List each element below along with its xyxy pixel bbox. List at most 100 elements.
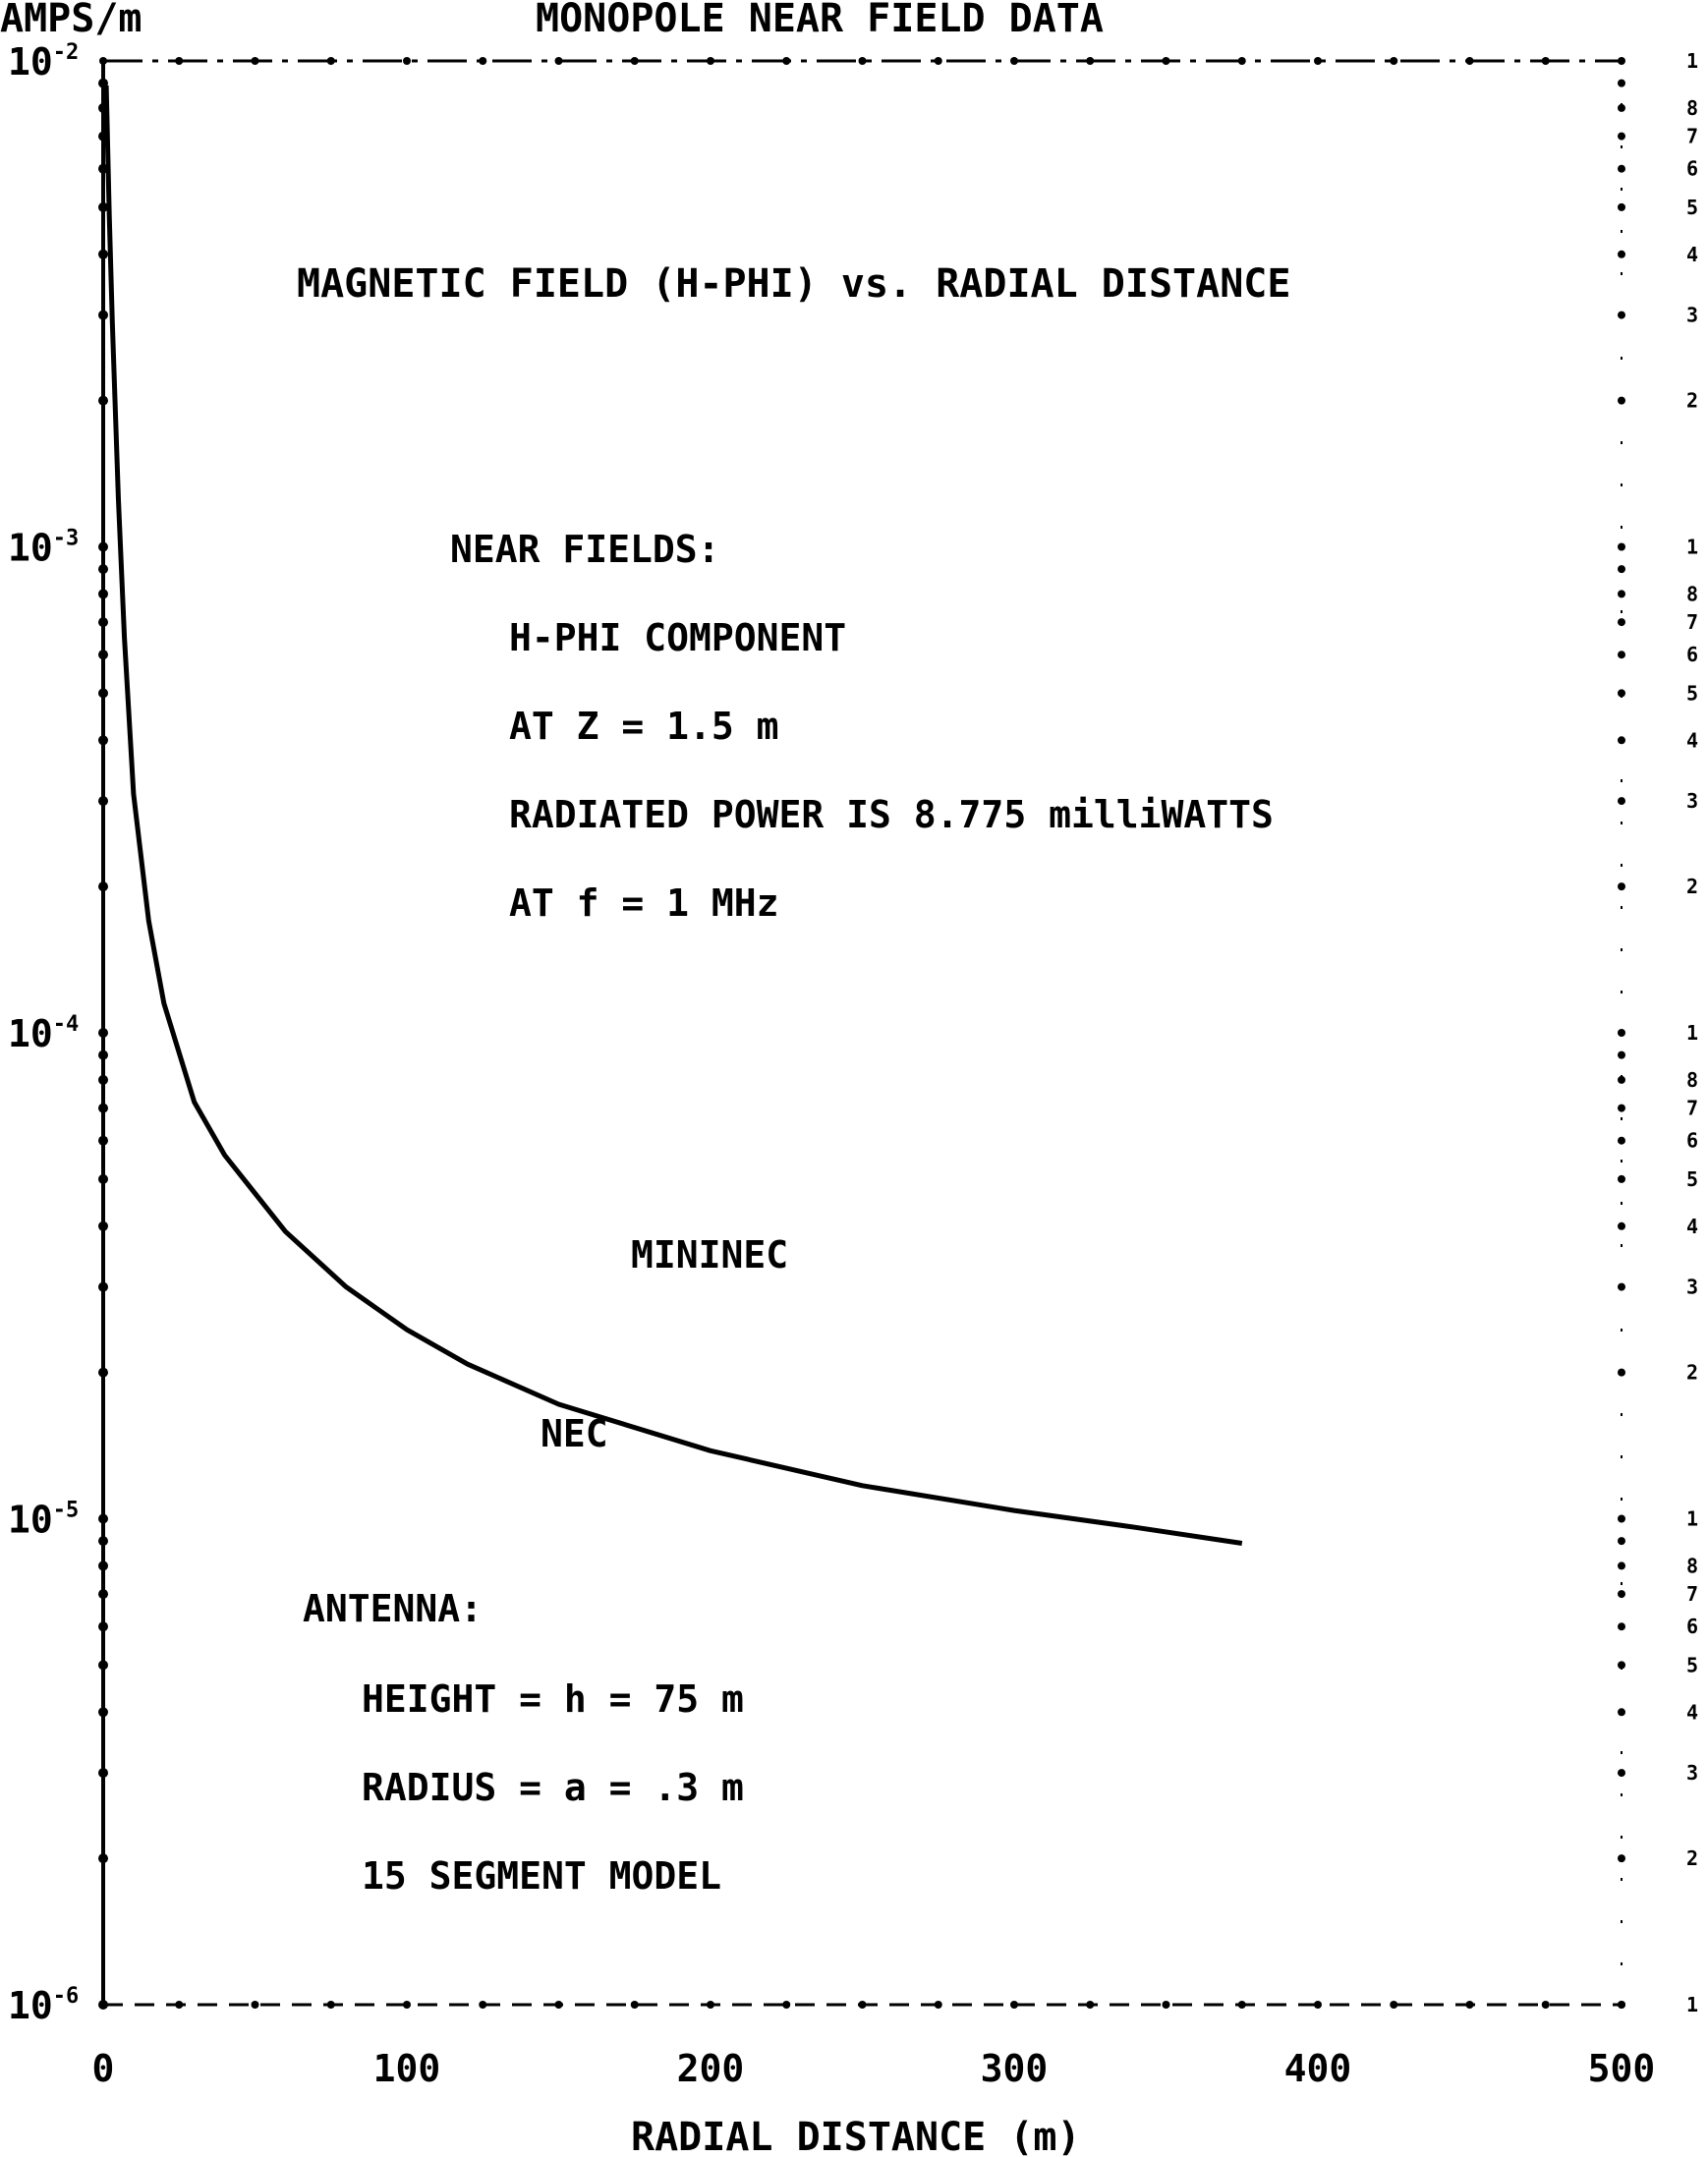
top-x-tick [554,57,563,65]
bottom-x-tick [99,2001,107,2009]
right-minor-label: 4 [1686,1700,1698,1724]
left-minor-tick [98,1220,108,1231]
right-minor-label: 7 [1686,1097,1698,1120]
right-minor-tick [1618,164,1625,173]
right-minor-tick [1618,311,1625,319]
top-x-tick [707,57,714,65]
top-x-tick [99,57,107,65]
right-minor-tick [1618,1075,1625,1084]
left-minor-tick [98,564,108,575]
right-minor-label: 2 [1686,1846,1698,1870]
near-fields-annotation: NEAR FIELDS: H-PHI COMPONENT AT Z = 1.5 … [450,528,1274,925]
x-axis-label: RADIAL DISTANCE (m) [631,2115,1081,2157]
axis-ticks: 0 100 200 300 400 500 10-6 10-5 10-4 10-3 10-2 1 2 3 4… [8,40,1698,2090]
y-axis-label: AMPS/m [0,0,142,41]
y-tick-label: 10-5 [8,1499,79,1542]
left-minor-tick [98,1589,108,1600]
bottom-x-tick [630,2001,639,2009]
top-x-tick [1237,57,1246,65]
top-x-tick [1086,57,1095,65]
right-minor-tick [1618,103,1625,112]
near-fields-line-1: NEAR FIELDS: [450,528,720,571]
top-x-tick [251,57,259,65]
right-minor-tick [1618,565,1625,574]
left-minor-tick [98,395,108,406]
top-x-tick [403,57,411,65]
bottom-x-tick [1618,2001,1625,2009]
top-x-tick [175,57,184,65]
left-minor-tick [98,1103,108,1113]
right-minor-label: 4 [1686,728,1698,752]
near-fields-line-5: AT f = 1 MHz [509,881,779,925]
x-tick-label: 200 [677,2047,745,2090]
left-minor-tick [98,1768,108,1779]
bottom-x-tick [326,2001,335,2009]
antenna-line-4: 15 SEGMENT MODEL [362,1854,721,1898]
bottom-x-tick [1162,2001,1170,2009]
right-minor-label: 3 [1686,1276,1698,1299]
top-x-tick [479,57,487,65]
right-minor-tick [1618,396,1625,405]
bottom-x-tick [858,2001,867,2009]
left-minor-tick [98,1135,108,1146]
left-minor-tick [98,1853,108,1864]
right-minor-tick [1618,202,1625,211]
left-minor-tick [98,541,108,552]
right-minor-tick [1618,1282,1625,1291]
top-x-tick [1390,57,1398,65]
y-tick-label: 10-3 [8,527,79,570]
left-minor-tick [98,1173,108,1184]
bottom-x-tick [707,2001,714,2009]
antenna-line-2: HEIGHT = h = 75 m [362,1677,744,1721]
bottom-x-tick [251,2001,259,2009]
top-x-tick [1314,57,1322,65]
left-minor-tick [98,249,108,259]
left-minor-tick [98,617,108,628]
left-minor-tick [98,1561,108,1571]
right-minor-label: 1 [1686,1021,1698,1045]
right-minor-label: 2 [1686,875,1698,898]
right-minor-label: 2 [1686,1361,1698,1385]
top-x-tick [630,57,639,65]
right-minor-tick [1618,1174,1625,1183]
bottom-x-tick [175,2001,184,2009]
chart-subtitle: MAGNETIC FIELD (H-PHI) vs. RADIAL DISTAN… [297,261,1290,307]
left-minor-tick [98,1536,108,1547]
right-minor-tick [1618,736,1625,745]
left-minor-tick [98,1281,108,1292]
left-minor-tick [98,589,108,599]
right-minor-label: 7 [1686,610,1698,634]
near-fields-line-4: RADIATED POWER IS 8.775 milliWATTS [509,793,1274,836]
left-minor-tick [98,1028,108,1038]
x-tick-label: 400 [1284,2047,1352,2090]
right-minor-label: 7 [1686,125,1698,148]
x-tick-label: 500 [1588,2047,1656,2090]
right-minor-label: 6 [1686,1129,1698,1153]
left-minor-tick [98,310,108,320]
right-minor-tick [1618,1029,1625,1037]
right-minor-label: 7 [1686,1582,1698,1606]
bottom-x-tick [554,2001,563,2009]
chart-title: MONOPOLE NEAR FIELD DATA [536,0,1104,41]
right-minor-label: 8 [1686,1554,1698,1577]
left-minor-tick [98,1707,108,1718]
right-minor-label: 4 [1686,1215,1698,1238]
right-minor-tick [1618,1050,1625,1059]
right-minor-tick [1618,1104,1625,1112]
right-minor-label: 6 [1686,157,1698,181]
right-minor-label: 6 [1686,643,1698,666]
right-minor-label: 1 [1686,1507,1698,1531]
bottom-x-tick [782,2001,791,2009]
left-minor-tick [98,650,108,660]
top-x-tick [1465,57,1474,65]
left-minor-tick [98,1513,108,1524]
right-minor-tick [1618,1622,1625,1631]
top-x-tick [1618,57,1625,65]
right-minor-label: 8 [1686,582,1698,605]
right-minor-label: 5 [1686,1167,1698,1191]
x-tick-label: 100 [373,2047,441,2090]
right-minor-tick [1618,1561,1625,1570]
curve-label-mininec: MININEC [631,1233,788,1277]
left-minor-tick [98,735,108,746]
antenna-line-1: ANTENNA: [303,1587,483,1630]
